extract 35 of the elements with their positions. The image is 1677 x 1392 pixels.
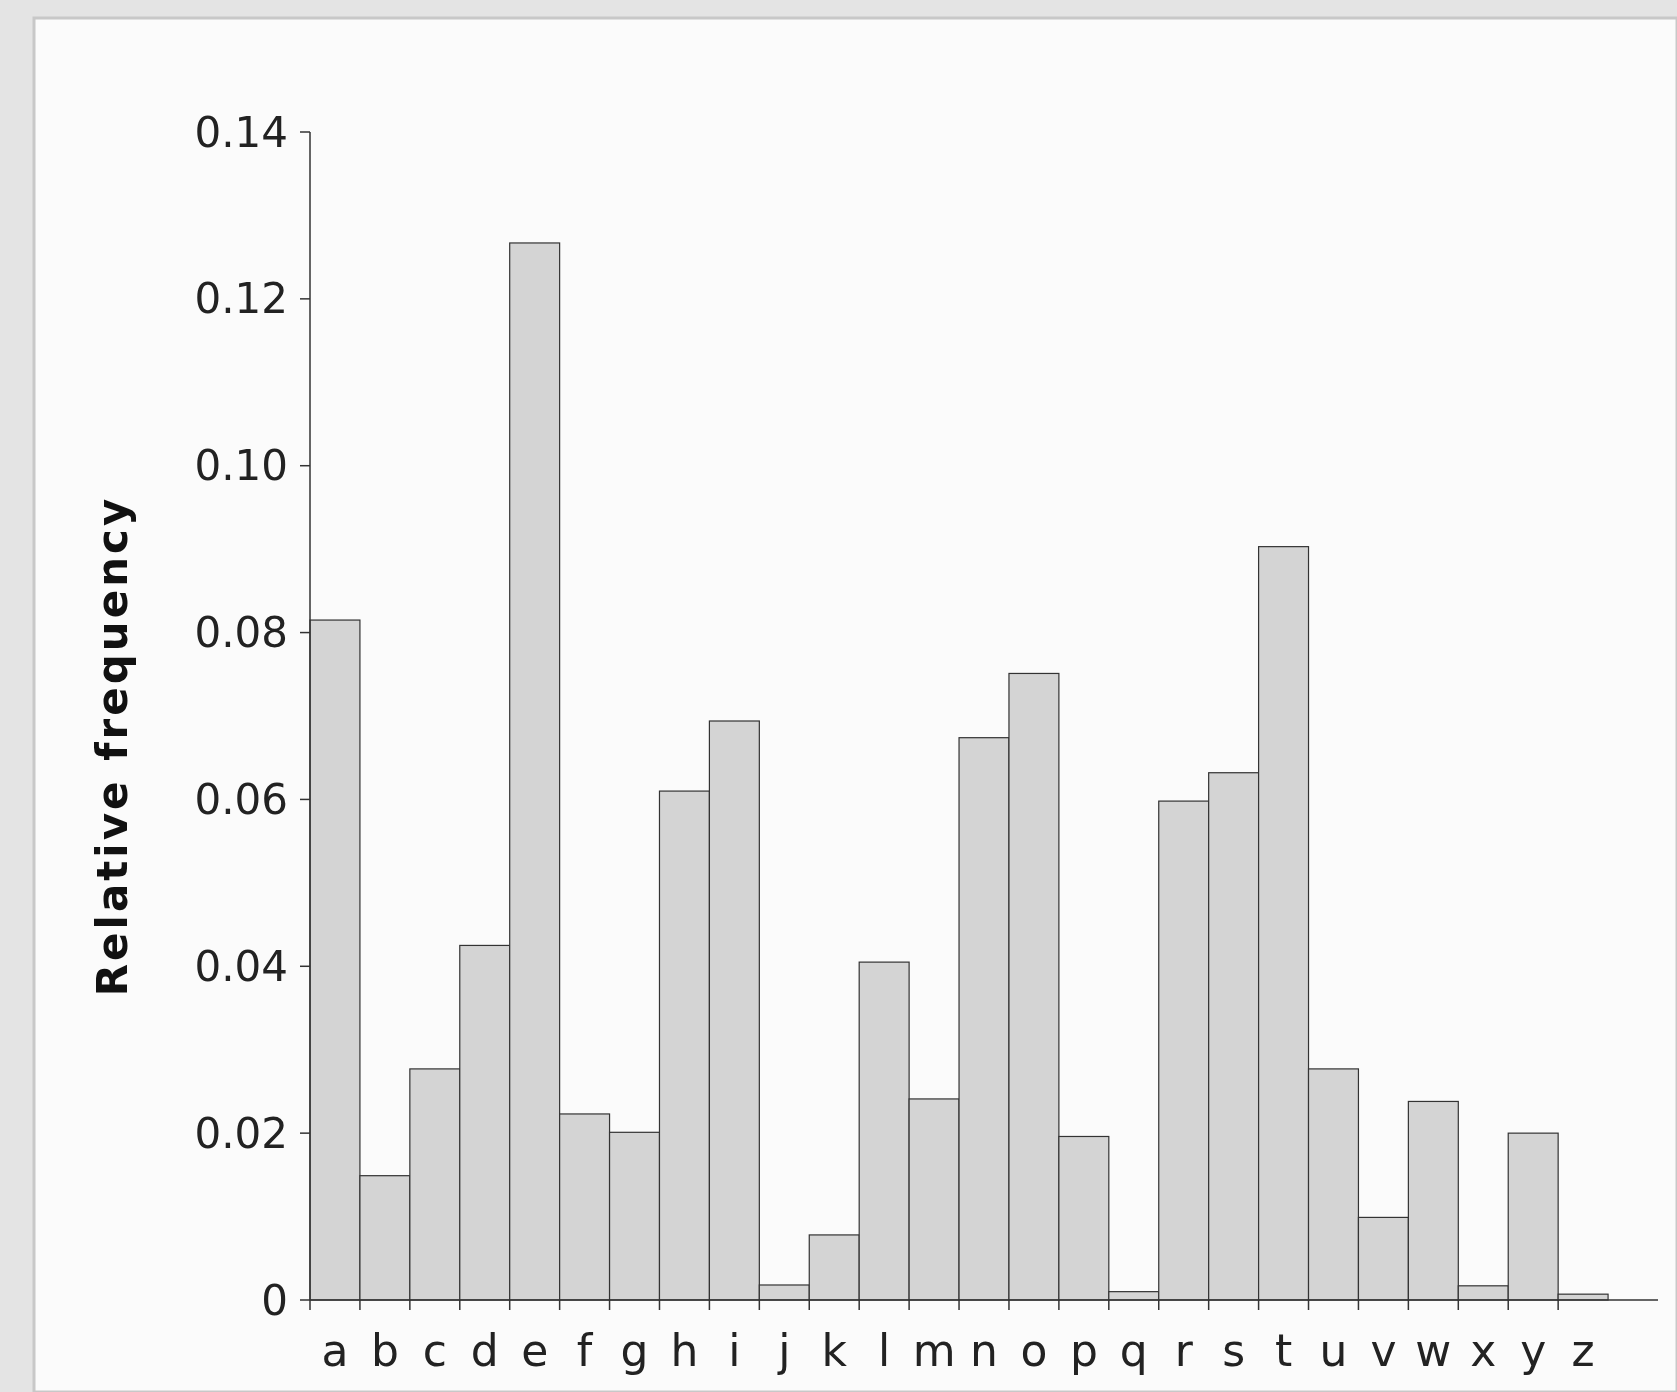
x-tick-label: v: [1370, 1324, 1397, 1376]
y-tick-label: 0: [261, 1275, 288, 1325]
x-tick-label: r: [1174, 1324, 1194, 1376]
y-tick-label: 0.12: [194, 274, 288, 324]
y-tick-label: 0.10: [194, 441, 288, 491]
x-tick-label: w: [1415, 1324, 1452, 1376]
x-tick-label: h: [670, 1324, 699, 1376]
x-tick-label: o: [1020, 1324, 1048, 1376]
x-tick-label: x: [1470, 1324, 1497, 1376]
x-tick-label: f: [576, 1324, 594, 1376]
x-tick-label: t: [1274, 1324, 1293, 1376]
x-tick-label: z: [1571, 1324, 1595, 1376]
x-tick-label: j: [777, 1324, 791, 1376]
x-tick-label: m: [912, 1324, 956, 1376]
x-tick-label: k: [821, 1324, 848, 1376]
x-tick-label: s: [1222, 1324, 1246, 1376]
y-tick-label: 0.06: [194, 774, 288, 824]
x-tick-label: u: [1319, 1324, 1348, 1376]
x-tick-label: e: [521, 1324, 549, 1376]
y-tick-label: 0.14: [194, 107, 288, 157]
x-tick-label: a: [321, 1324, 349, 1376]
x-tick-label: d: [470, 1324, 499, 1376]
x-tick-label: q: [1119, 1324, 1148, 1376]
x-tick-label: l: [878, 1324, 891, 1376]
x-tick-label: g: [620, 1324, 649, 1376]
x-tick-label: c: [422, 1324, 447, 1376]
y-tick-label: 0.08: [194, 608, 288, 658]
y-axis-title: Relative frequency: [87, 495, 137, 997]
x-tick-label: y: [1520, 1324, 1547, 1376]
x-tick-label: i: [728, 1324, 741, 1376]
x-tick-label: p: [1069, 1324, 1098, 1376]
x-tick-label: b: [370, 1324, 399, 1376]
y-tick-label: 0.02: [194, 1108, 288, 1158]
x-tick-label: n: [970, 1324, 998, 1376]
y-tick-label: 0.04: [194, 941, 288, 991]
